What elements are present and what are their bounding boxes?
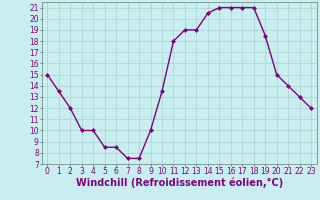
X-axis label: Windchill (Refroidissement éolien,°C): Windchill (Refroidissement éolien,°C) — [76, 177, 283, 188]
